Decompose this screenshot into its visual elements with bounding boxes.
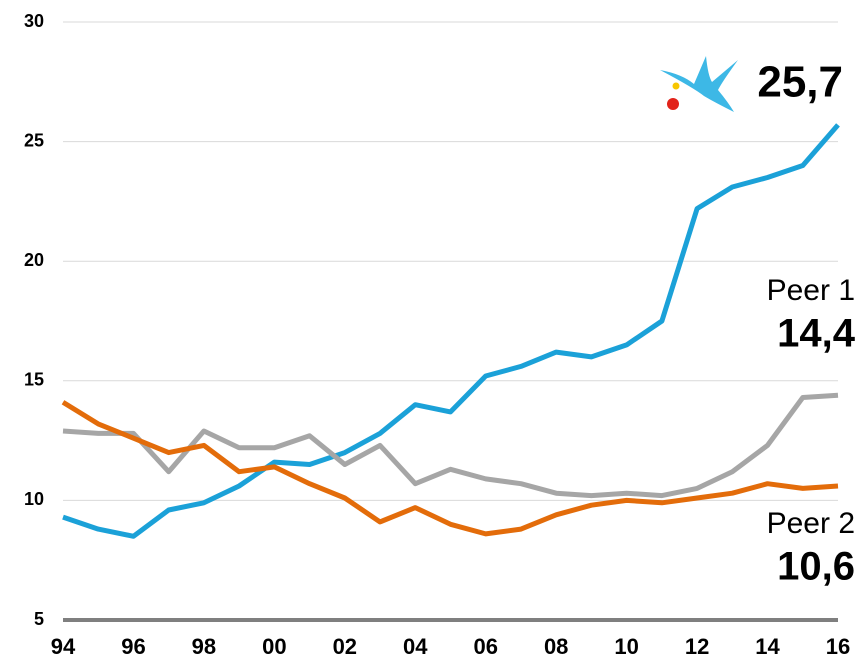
value-label: 14,4 bbox=[777, 312, 856, 356]
series-line bbox=[62, 392, 839, 499]
x-tick-label: 96 bbox=[121, 634, 145, 659]
x-tick-label: 14 bbox=[755, 634, 780, 659]
x-tick-label: 04 bbox=[403, 634, 428, 659]
x-tick-label: 12 bbox=[685, 634, 709, 659]
value-label: 25,7 bbox=[757, 58, 843, 107]
x-tick-label: 98 bbox=[192, 634, 216, 659]
x-tick-label: 02 bbox=[333, 634, 357, 659]
x-tick-label: 10 bbox=[614, 634, 638, 659]
x-tick-label: 94 bbox=[51, 634, 76, 659]
x-tick-label: 16 bbox=[826, 634, 850, 659]
value-label: 10,6 bbox=[777, 545, 855, 589]
y-tick-label: 30 bbox=[24, 11, 44, 31]
y-tick-label: 5 bbox=[34, 609, 44, 629]
y-tick-label: 25 bbox=[24, 130, 44, 150]
logo bbox=[660, 56, 738, 112]
y-tick-label: 20 bbox=[24, 250, 44, 270]
x-tick-label: 06 bbox=[473, 634, 497, 659]
y-tick-label: 15 bbox=[24, 370, 44, 390]
x-tick-label: 08 bbox=[544, 634, 568, 659]
legend-label: Peer 1 bbox=[767, 274, 855, 307]
y-tick-label: 10 bbox=[24, 489, 44, 509]
x-tick-label: 00 bbox=[262, 634, 286, 659]
series-line bbox=[61, 400, 839, 537]
series-line bbox=[62, 123, 840, 539]
legend-label: Peer 2 bbox=[767, 507, 855, 540]
